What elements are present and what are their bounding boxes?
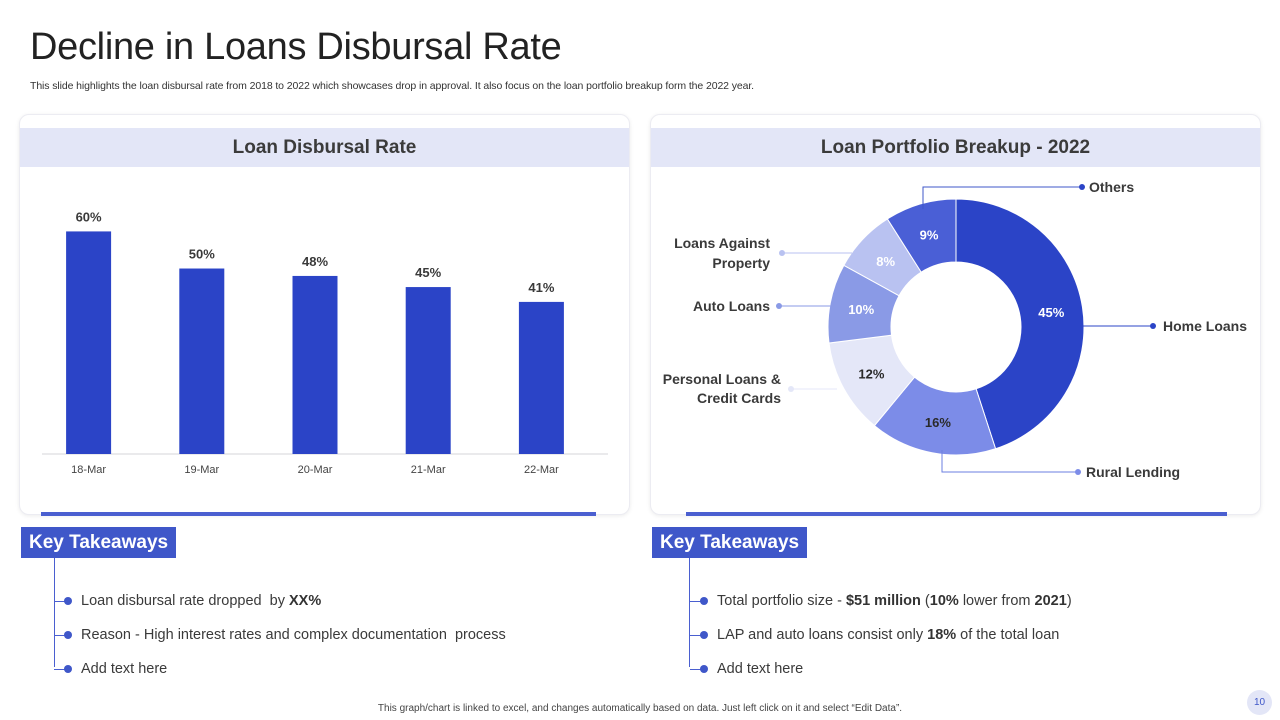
key-takeaways-heading-right: Key Takeaways: [652, 527, 808, 558]
page-title: Decline in Loans Disbursal Rate: [30, 26, 562, 68]
callout-label-others: Others: [1089, 179, 1134, 195]
callout-label-auto: Auto Loans: [693, 298, 770, 314]
x-tick-label: 21-Mar: [411, 464, 446, 476]
callout-label-personal-2: Credit Cards: [697, 390, 781, 406]
bar-18-Mar[interactable]: [66, 231, 112, 454]
slice-value-label: 10%: [848, 302, 874, 317]
bullet-icon: [700, 631, 708, 639]
callout-label-home: Home Loans: [1163, 318, 1247, 334]
slice-value-label: 8%: [876, 254, 895, 269]
bar-value-label: 50%: [189, 247, 215, 262]
bar-21-Mar[interactable]: [405, 287, 451, 454]
callout-label-lap-1: Loans Against: [674, 235, 770, 251]
footer-note: This graph/chart is linked to excel, and…: [377, 703, 903, 714]
list-item: LAP and auto loans consist only 18% of t…: [690, 618, 1072, 652]
bar-19-Mar[interactable]: [179, 268, 225, 454]
bullet-icon: [700, 665, 708, 673]
takeaways-connector-left: [54, 558, 55, 667]
page-subtitle: This slide highlights the loan disbursal…: [30, 80, 755, 92]
bar-22-Mar[interactable]: [518, 301, 564, 454]
x-tick-label: 18-Mar: [71, 464, 106, 476]
donut-chart-title: Loan Portfolio Breakup - 2022: [651, 128, 1260, 167]
takeaways-list-right: Total portfolio size - $51 million (10% …: [690, 584, 1072, 686]
x-tick-label: 19-Mar: [184, 464, 219, 476]
slice-value-label: 9%: [920, 227, 939, 242]
callout-dot-others: [1079, 184, 1085, 190]
bar-value-label: 48%: [302, 254, 328, 269]
bar-value-label: 60%: [76, 209, 102, 224]
callout-dot-rural: [1075, 469, 1081, 475]
bar-chart-title: Loan Disbursal Rate: [20, 128, 629, 167]
callout-line-others: [922, 186, 1082, 209]
slice-value-label: 16%: [925, 415, 951, 430]
callout-label-rural: Rural Lending: [1086, 464, 1180, 480]
callout-dot-personal: [788, 386, 794, 392]
donut-slices: [827, 198, 1085, 456]
list-item: Loan disbursal rate dropped by XX%: [54, 584, 506, 618]
list-item: Reason - High interest rates and complex…: [54, 618, 506, 652]
bullet-icon: [64, 631, 72, 639]
donut-chart-panel: Loan Portfolio Breakup - 2022 Others Hom…: [650, 114, 1262, 516]
bar-value-label: 45%: [415, 265, 441, 280]
x-tick-label: 20-Mar: [298, 464, 333, 476]
page-number: 10: [1247, 690, 1272, 715]
takeaways-list-left: Loan disbursal rate dropped by XX% Reaso…: [54, 584, 506, 686]
callout-dot-auto: [776, 303, 782, 309]
list-item: Add text here: [690, 652, 1072, 686]
slice-value-label: 45%: [1038, 305, 1064, 320]
callout-line-rural: [941, 450, 1078, 473]
callout-label-lap-2: Property: [712, 255, 770, 271]
panel-accent-bar: [41, 512, 596, 516]
slice-others[interactable]: [886, 198, 957, 273]
slice-value-label: 12%: [858, 366, 884, 381]
key-takeaways-heading-left: Key Takeaways: [21, 527, 177, 558]
x-tick-label: 22-Mar: [524, 464, 559, 476]
callout-dot-lap: [779, 250, 785, 256]
bullet-icon: [700, 597, 708, 605]
bar-chart[interactable]: 60% 18-Mar 50% 19-Mar 48% 20-Mar 45% 21-Mar 41% 2…: [20, 115, 631, 516]
bullet-icon: [64, 597, 72, 605]
bar-20-Mar[interactable]: [292, 275, 338, 454]
bullet-icon: [64, 665, 72, 673]
takeaways-connector-right: [689, 558, 690, 667]
list-item: Add text here: [54, 652, 506, 686]
bar-value-label: 41%: [528, 280, 554, 295]
callout-dot-home: [1150, 323, 1156, 329]
callout-label-personal-1: Personal Loans &: [663, 371, 781, 387]
list-item: Total portfolio size - $51 million (10% …: [690, 584, 1072, 618]
panel-accent-bar: [686, 512, 1227, 516]
bar-chart-panel: Loan Disbursal Rate 60% 18-Mar 50% 19-Mar 48…: [19, 114, 631, 516]
slice-home-loans[interactable]: [955, 198, 1085, 450]
donut-chart[interactable]: Others Home Loans Rural Lending Personal…: [651, 115, 1262, 516]
